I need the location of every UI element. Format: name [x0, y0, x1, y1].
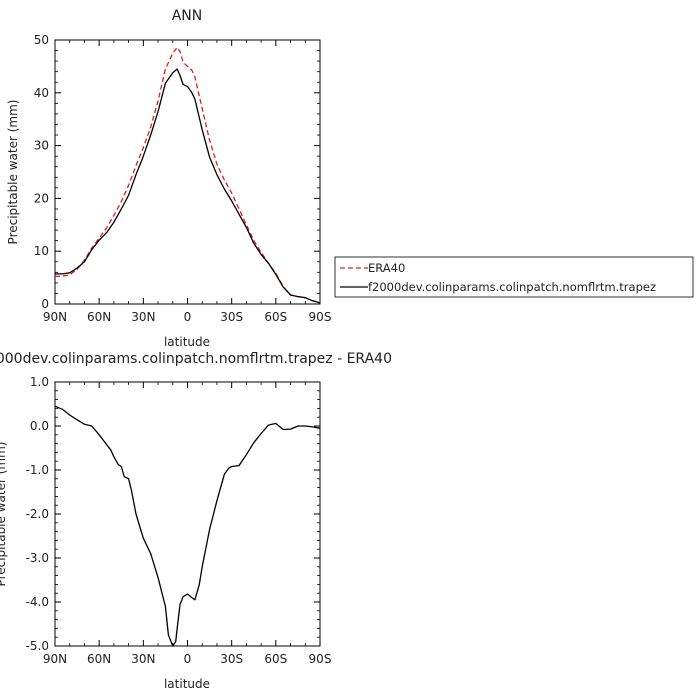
top-y-tick-label: 20	[34, 191, 49, 205]
bottom-y-ticks: -5.0 -4.0 -3.0 -2.0 -1.0 0.0 1.0	[26, 375, 320, 653]
top-series-line-era40	[54, 46, 321, 304]
bottom-x-tick-label: 60N	[87, 652, 111, 666]
top-plot-frame	[54, 39, 321, 305]
top-y-tick-label: 30	[34, 139, 49, 153]
bottom-series-line-0	[54, 405, 321, 647]
bottom-x-tick-label: 30N	[131, 652, 155, 666]
bottom-y-tick-label: 0.0	[30, 419, 49, 433]
top-y-tick-label: 10	[34, 244, 49, 258]
top-series-line-f2000dev-colinparams-colinpatch-nomflrtm-trapez	[55, 68, 321, 304]
legend-box	[334, 256, 694, 298]
bottom-y-tick-label: -4.0	[26, 595, 49, 609]
bottom-x-axis-label: latitude	[164, 677, 210, 691]
bottom-x-ticks: 90N 60N 30N 0 30S 60S 90S	[43, 382, 332, 666]
bottom-x-tick-label: 60S	[264, 652, 287, 666]
top-y-tick-label: 0	[41, 297, 49, 311]
panel-annual-mean: ANN 0 10 20 30 40 50 90N 60N 30N 0 30S 60S 90S lati…	[6, 8, 331, 349]
top-y-ticks: 0 10 20 30 40 50	[34, 33, 320, 311]
bottom-y-tick-label: -1.0	[26, 463, 49, 477]
top-y-tick-label: 40	[34, 86, 49, 100]
bottom-y-axis-label: Precipitable water (mm)	[0, 442, 8, 587]
top-x-ticks: 90N 60N 30N 0 30S 60S 90S	[43, 40, 332, 324]
bottom-x-tick-label: 0	[184, 652, 192, 666]
top-x-tick-label: 90S	[309, 310, 332, 324]
top-x-tick-label: 90N	[43, 310, 67, 324]
bottom-y-tick-label: -5.0	[26, 639, 49, 653]
bottom-y-tick-label: -2.0	[26, 507, 49, 521]
top-x-tick-label: 0	[184, 310, 192, 324]
bottom-plot-frame	[54, 381, 321, 647]
top-y-axis-label: Precipitable water (mm)	[6, 100, 20, 245]
bottom-y-tick-label: 1.0	[30, 375, 49, 389]
bottom-chart-title: f2000dev.colinparams.colinpatch.nomflrtm…	[0, 351, 392, 367]
legend-label-era40: ERA40	[368, 261, 405, 275]
bottom-y-tick-label: -3.0	[26, 551, 49, 565]
panel-difference: f2000dev.colinparams.colinpatch.nomflrtm…	[0, 351, 392, 691]
legend: ERA40 f2000dev.colinparams.colinpatch.no…	[334, 256, 694, 298]
top-y-tick-label: 50	[34, 33, 49, 47]
bottom-x-tick-label: 90N	[43, 652, 67, 666]
top-series-lines	[54, 46, 321, 304]
bottom-x-tick-label: 30S	[220, 652, 243, 666]
bottom-x-tick-label: 90S	[309, 652, 332, 666]
top-x-tick-label: 60S	[264, 310, 287, 324]
top-x-axis-label: latitude	[164, 335, 210, 349]
top-x-tick-label: 30N	[131, 310, 155, 324]
top-chart-title: ANN	[172, 8, 203, 24]
top-x-tick-label: 60N	[87, 310, 111, 324]
legend-label-model: f2000dev.colinparams.colinpatch.nomflrtm…	[368, 280, 656, 294]
top-x-tick-label: 30S	[220, 310, 243, 324]
bottom-series-lines	[54, 405, 321, 647]
